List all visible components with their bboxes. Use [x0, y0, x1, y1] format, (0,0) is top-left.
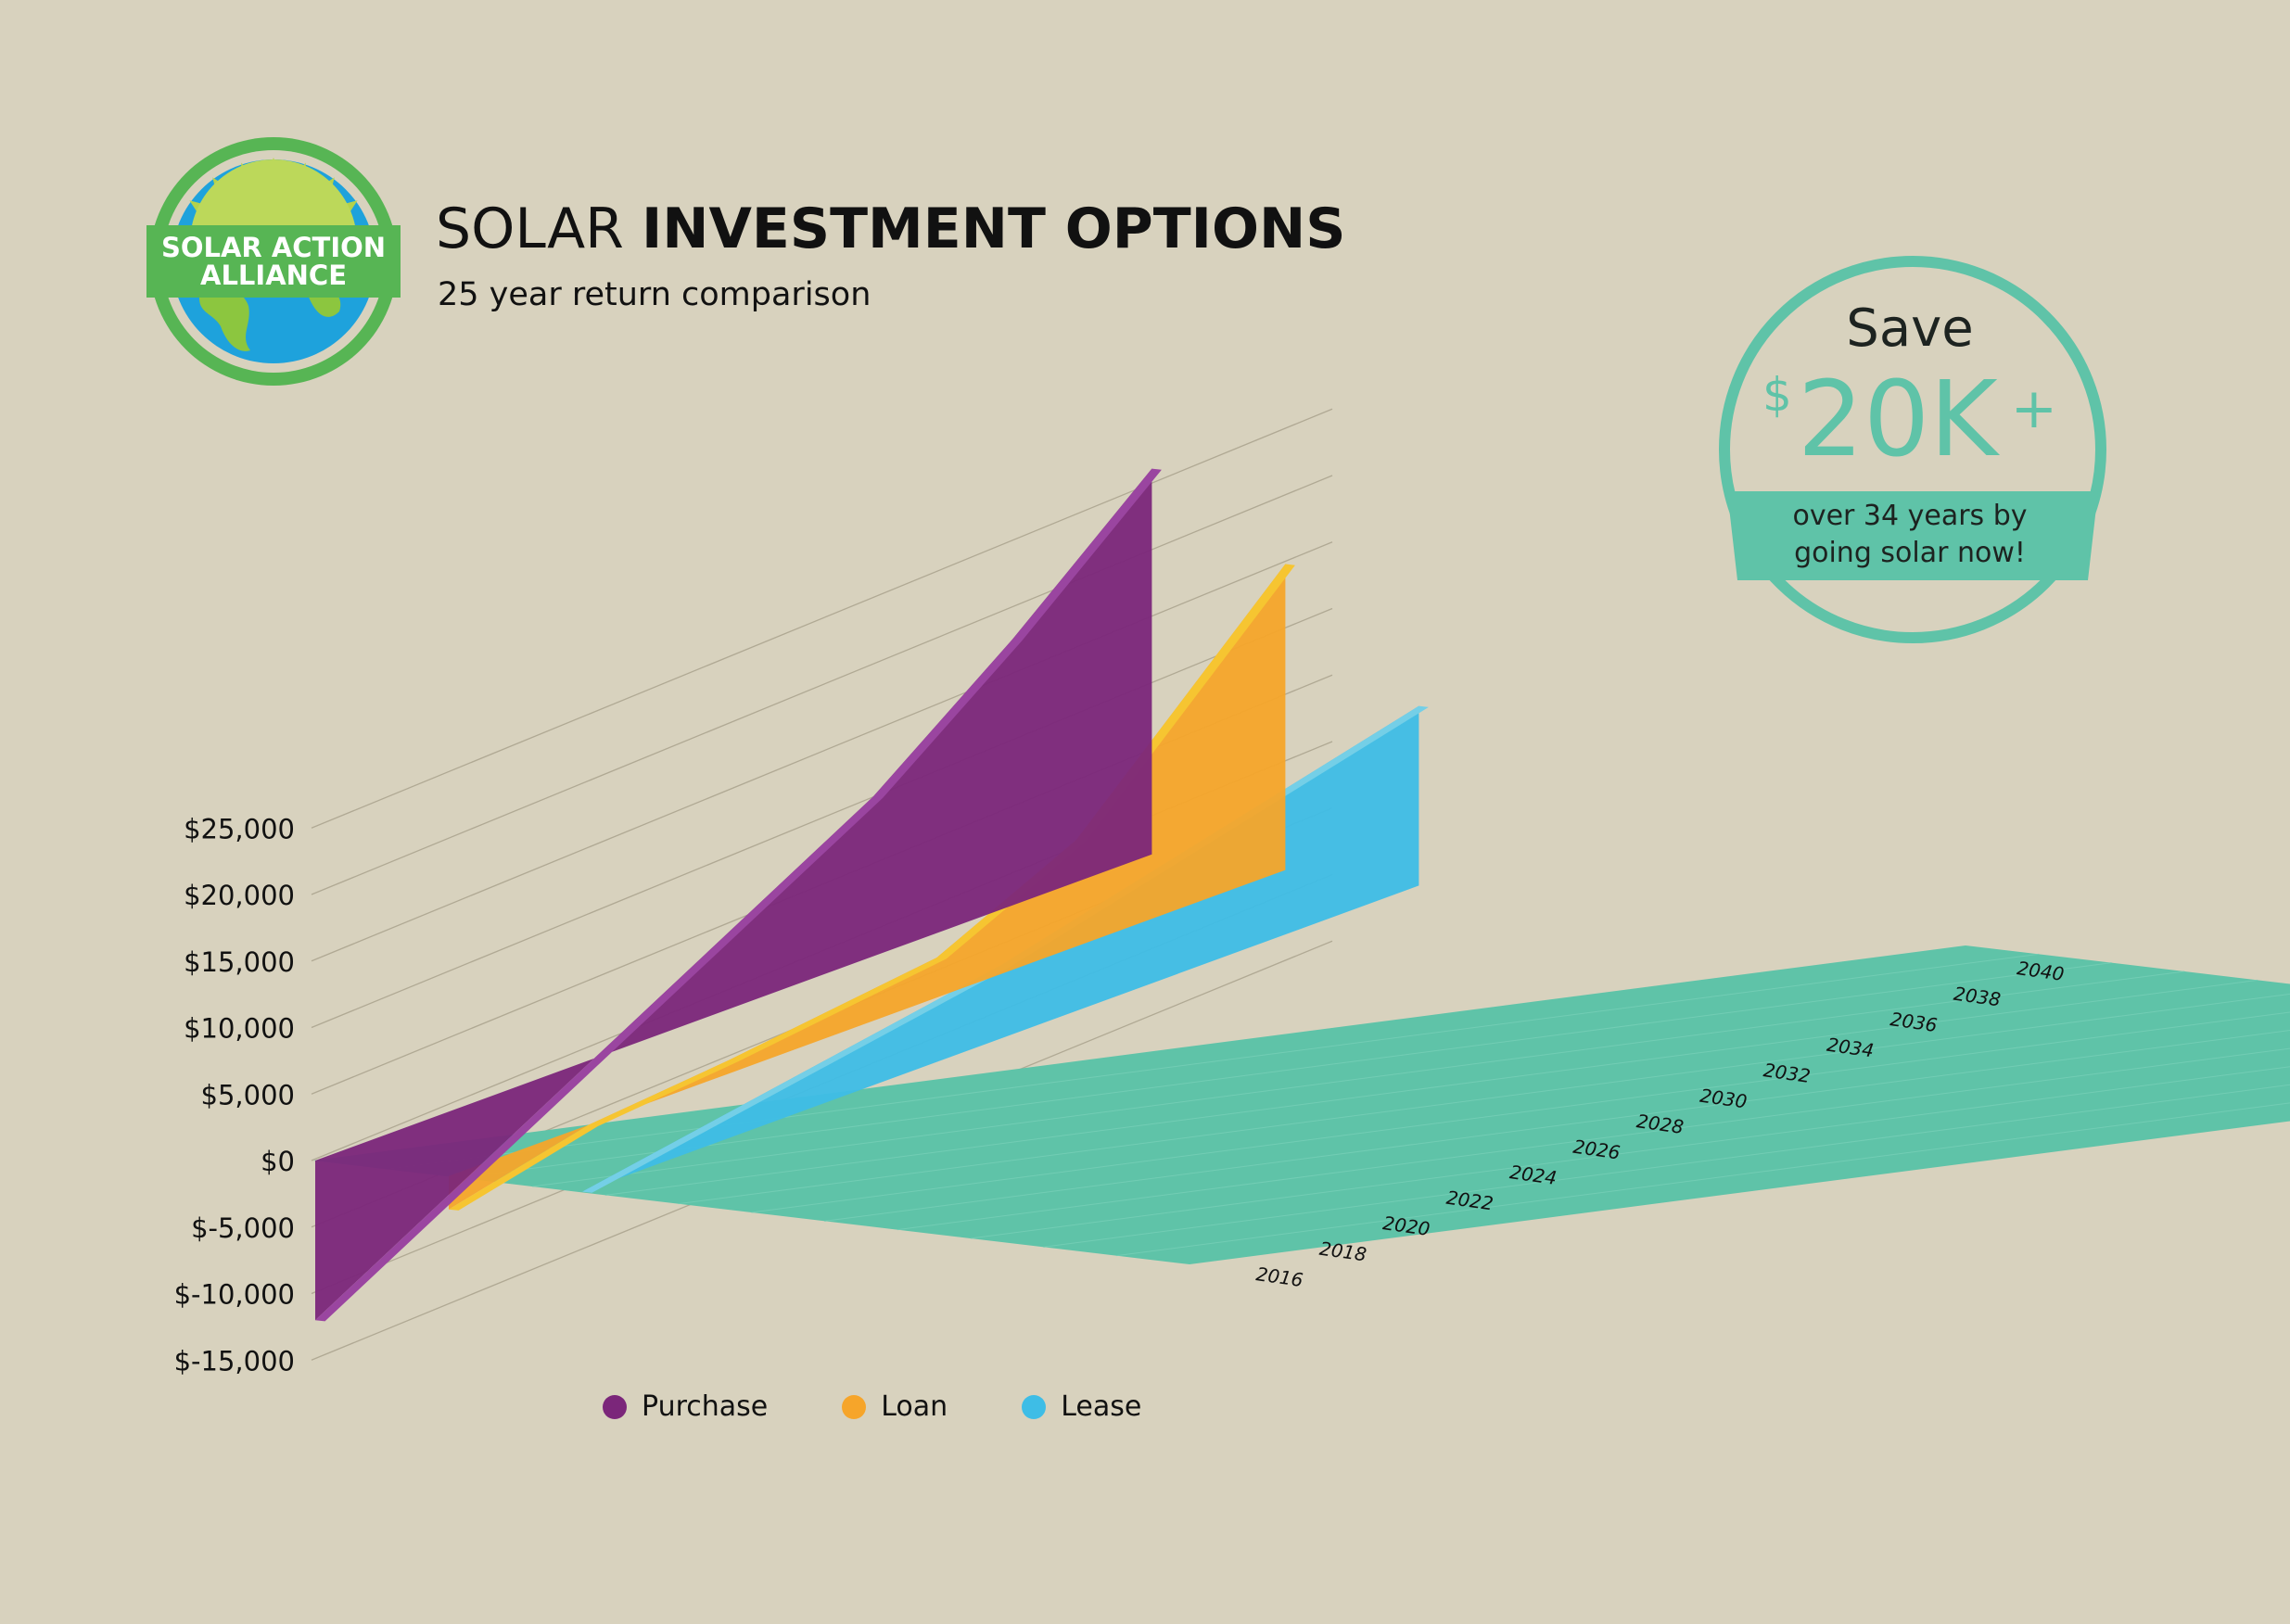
- logo-text-line1: SOLAR ACTION: [160, 232, 387, 263]
- floor-line: [459, 962, 2112, 1179]
- page-title: SOLAR INVESTMENT OPTIONS: [436, 197, 1345, 261]
- series-loan: [448, 564, 1295, 1211]
- y-axis: $-15,000 $-10,000 $-5,000 $0 $5,000 $10,000 $1…: [174, 813, 295, 1377]
- callout-band: [1727, 491, 2098, 580]
- legend-item-purchase: Purchase: [603, 1390, 768, 1423]
- legend-item-lease: Lease: [1022, 1390, 1141, 1423]
- y-tick-label: $5,000: [201, 1079, 295, 1110]
- y-tick-label: $-15,000: [174, 1345, 295, 1377]
- series-purchase: [314, 468, 1162, 1322]
- title-bold: INVESTMENT OPTIONS: [641, 197, 1346, 261]
- legend: Purchase Loan Lease: [603, 1390, 1215, 1423]
- logo-text-line2: ALLIANCE: [200, 260, 347, 291]
- logo-banner: [146, 225, 401, 298]
- legend-label-loan: Loan: [881, 1390, 948, 1423]
- legend-label-purchase: Purchase: [642, 1390, 769, 1423]
- title-light: SOLAR: [436, 197, 624, 261]
- y-tick-label: $20,000: [184, 880, 295, 911]
- area-purchase: [315, 468, 1152, 1321]
- y-tick-label: $25,000: [184, 813, 295, 844]
- logo: [146, 137, 401, 386]
- zero-plane: [313, 945, 2290, 1264]
- gridline-7: [311, 475, 1333, 895]
- gridline-8: [311, 408, 1333, 829]
- floor-line: [751, 1011, 2290, 1213]
- floor-line: [678, 993, 2290, 1205]
- callout-word: Save: [1846, 298, 1974, 359]
- legend-dot-lease: [1022, 1394, 1047, 1419]
- callout-amount-row: $20K +: [1724, 360, 2095, 480]
- legend-label-lease: Lease: [1061, 1390, 1142, 1423]
- floor-line: [532, 971, 2185, 1187]
- callout-amount: 20K: [1797, 360, 1998, 480]
- floor-line: [897, 1047, 2290, 1231]
- floor-line: [604, 979, 2258, 1196]
- legend-dot-loan: [842, 1394, 867, 1419]
- savings-callout: [1719, 256, 2106, 643]
- legend-item-loan: Loan: [842, 1390, 948, 1423]
- floor-line: [1043, 1084, 2290, 1248]
- callout-note-line1: over 34 years by: [1792, 500, 2028, 532]
- callout-note-line2: going solar now!: [1794, 537, 2026, 569]
- callout-plus: +: [2010, 376, 2058, 441]
- page-subtitle: 25 year return comparison: [438, 276, 871, 313]
- gridline-6: [311, 541, 1333, 962]
- y-tick-label: $-5,000: [191, 1212, 295, 1244]
- callout-currency: $: [1762, 368, 1792, 422]
- floor-line: [386, 953, 2039, 1170]
- floor-line: [824, 1030, 2290, 1222]
- y-tick-label: $0: [261, 1146, 295, 1177]
- callout-note: over 34 years by going solar now!: [1724, 498, 2095, 572]
- series-group: [314, 468, 1429, 1322]
- y-tick-label: $-10,000: [174, 1279, 295, 1311]
- y-tick-label: $10,000: [184, 1013, 295, 1045]
- sun-disc: [190, 159, 357, 243]
- floor-line: [970, 1066, 2290, 1239]
- area-loan: [449, 564, 1286, 1210]
- x-tick-label: 2016: [1254, 1262, 1304, 1291]
- logo-text: SOLAR ACTION ALLIANCE: [139, 234, 408, 289]
- top-edge-lease: [582, 705, 1429, 1193]
- gridline-5: [311, 607, 1333, 1029]
- y-tick-label: $15,000: [184, 946, 295, 978]
- globe-land-west: [198, 286, 250, 351]
- floor-line: [1116, 1102, 2290, 1257]
- legend-dot-purchase: [603, 1394, 627, 1419]
